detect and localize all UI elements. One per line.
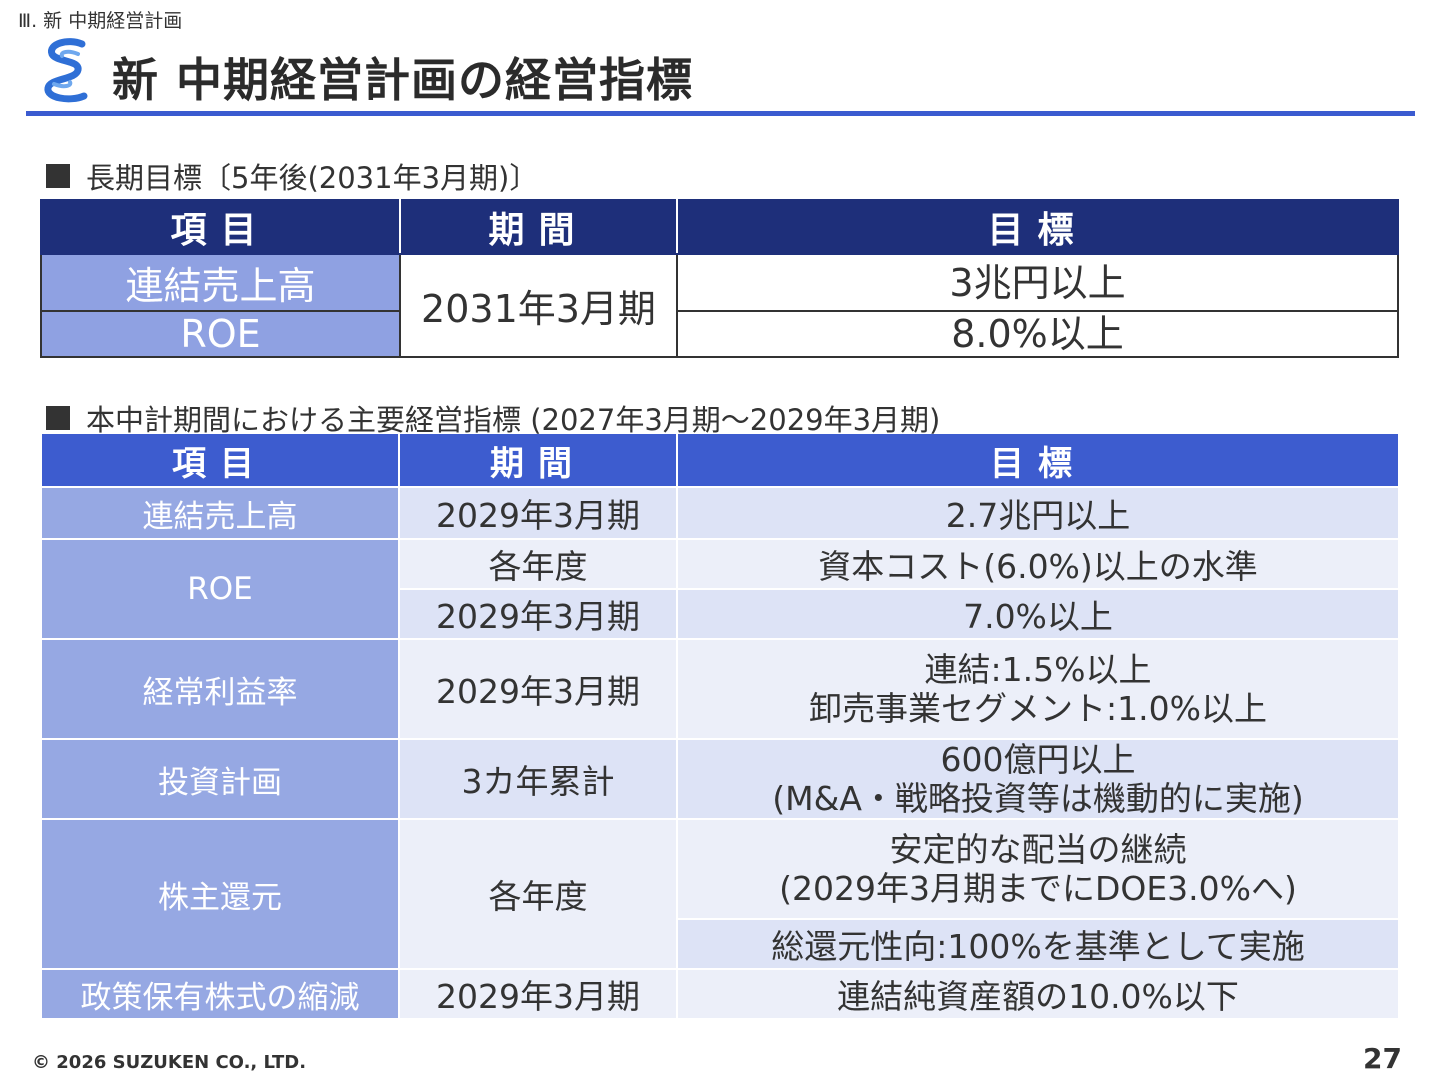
column-header-target: 目標 (676, 434, 1400, 488)
column-header-item: 項目 (40, 434, 400, 488)
table-row: 株主還元 各年度 安定的な配当の継続 (2029年3月期までにDOE3.0%へ) (40, 818, 1400, 970)
period-cell: 2029年3月期 (398, 968, 678, 1020)
target-line: 卸売事業セグメント:1.0%以上 (809, 689, 1267, 728)
item-cell: 連結売上高 (40, 253, 401, 312)
target-cell: 7.0%以上 (676, 588, 1400, 640)
period-cell: 各年度 (398, 818, 678, 970)
column-header-period: 期間 (399, 199, 678, 255)
target-cell: 連結純資産額の10.0%以下 (676, 968, 1400, 1020)
period-cell: 各年度 (398, 538, 678, 590)
square-bullet-icon (46, 164, 70, 188)
target-cell: 3兆円以上 (676, 253, 1399, 312)
section-heading-long-term: 長期目標〔5年後(2031年3月期)〕 (46, 155, 538, 197)
period-cell: 2031年3月期 (399, 253, 678, 358)
item-cell: 連結売上高 (40, 486, 400, 540)
table-row: 連結売上高 2029年3月期 2.7兆円以上 (40, 486, 1400, 540)
target-cell: 総還元性向:100%を基準として実施 (676, 918, 1400, 970)
breadcrumb: Ⅲ. 新 中期経営計画 (18, 10, 183, 32)
page-title: 新 中期経営計画の経営指標 (112, 53, 694, 107)
table-row: 投資計画 3カ年累計 600億円以上 (M&A・戦略投資等は機動的に実施) (40, 738, 1400, 820)
target-line: 連結:1.5%以上 (924, 650, 1152, 689)
item-cell: 株主還元 (40, 818, 400, 970)
table-row: ROE 8.0%以上 (40, 310, 1399, 358)
item-cell: ROE (40, 538, 400, 640)
column-header-target: 目標 (676, 199, 1399, 255)
table-row: ROE 各年度 資本コスト(6.0%)以上の水準 (40, 538, 1400, 640)
period-cell: 2029年3月期 (398, 638, 678, 740)
company-logo (44, 38, 88, 103)
target-cell: 8.0%以上 (676, 310, 1399, 358)
copyright: © 2026 SUZUKEN CO., LTD. (32, 1052, 307, 1073)
target-cell: 資本コスト(6.0%)以上の水準 (676, 538, 1400, 590)
table-row: 総還元性向:100%を基準として実施 (41, 918, 1400, 970)
page-number: 27 (1363, 1042, 1402, 1075)
table-header-row: 項目 期間 目標 (40, 199, 1399, 255)
target-line: 600億円以上 (940, 740, 1136, 779)
target-line: (M&A・戦略投資等は機動的に実施) (772, 779, 1304, 818)
target-cell: 安定的な配当の継続 (2029年3月期までにDOE3.0%へ) (676, 818, 1400, 920)
item-cell: 投資計画 (40, 738, 400, 820)
column-header-period: 期間 (398, 434, 678, 488)
target-cell: 連結:1.5%以上 卸売事業セグメント:1.0%以上 (676, 638, 1400, 740)
section-heading-text: 長期目標〔5年後(2031年3月期)〕 (86, 161, 539, 195)
target-cell: 2.7兆円以上 (676, 486, 1400, 540)
table-row: 政策保有株式の縮減 2029年3月期 連結純資産額の10.0%以下 (40, 968, 1400, 1020)
period-cell: 2029年3月期 (398, 486, 678, 540)
target-line: 安定的な配当の継続 (889, 830, 1187, 869)
long-term-targets-table: 項目 期間 目標 連結売上高 2031年3月期 3兆円以上 ROE 8.0%以上 (40, 199, 1399, 358)
table-row: 2029年3月期 7.0%以上 (41, 588, 1400, 640)
period-cell: 3カ年累計 (398, 738, 678, 820)
target-cell: 600億円以上 (M&A・戦略投資等は機動的に実施) (676, 738, 1400, 820)
table-row: 経常利益率 2029年3月期 連結:1.5%以上 卸売事業セグメント:1.0%以… (40, 638, 1400, 740)
table-row: 連結売上高 2031年3月期 3兆円以上 (40, 253, 1399, 358)
item-cell: ROE (40, 310, 401, 358)
item-cell: 政策保有株式の縮減 (40, 968, 400, 1020)
column-header-item: 項目 (40, 199, 401, 255)
table-header-row: 項目 期間 目標 (40, 434, 1400, 488)
item-cell: 経常利益率 (40, 638, 400, 740)
section-heading-kpis: 本中計期間における主要経営指標 (2027年3月期～2029年3月期) (46, 397, 940, 439)
square-bullet-icon (46, 406, 70, 430)
title-underline (26, 111, 1415, 116)
kpi-table: 項目 期間 目標 連結売上高 2029年3月期 2.7兆円以上 ROE 各年度 … (40, 434, 1400, 1020)
section-heading-text: 本中計期間における主要経営指標 (2027年3月期～2029年3月期) (86, 403, 941, 437)
period-cell: 2029年3月期 (398, 588, 678, 640)
target-line: (2029年3月期までにDOE3.0%へ) (779, 869, 1297, 908)
